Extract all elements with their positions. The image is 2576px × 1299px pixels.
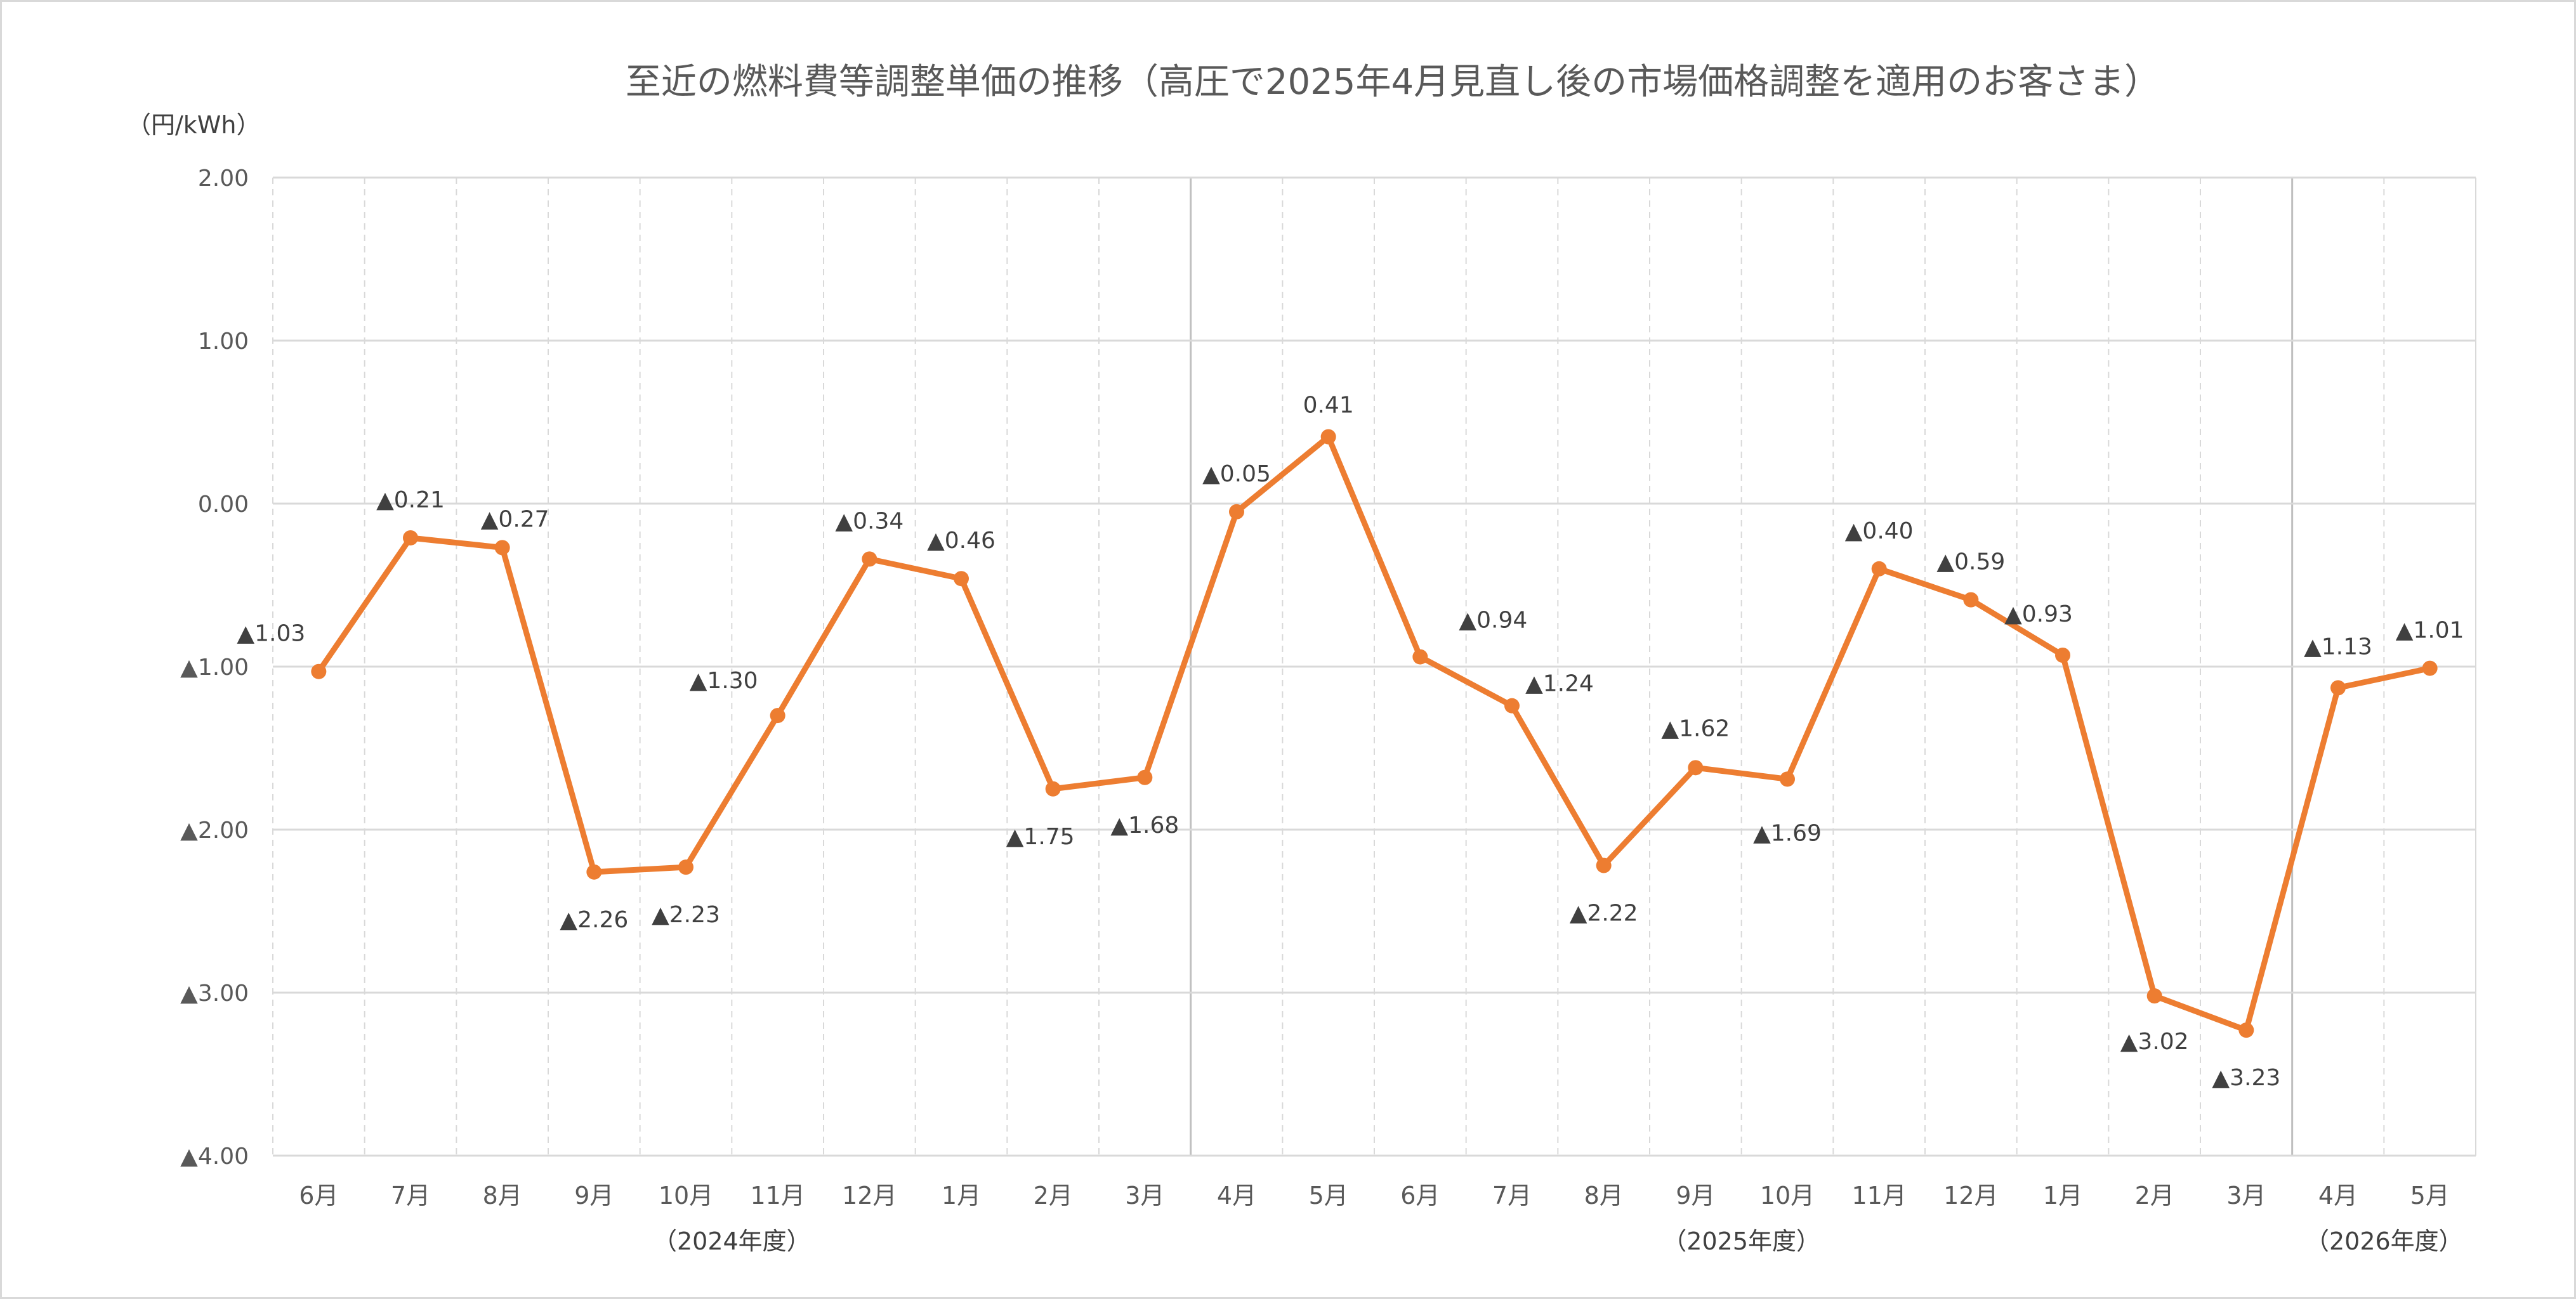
data-point bbox=[1229, 504, 1244, 519]
x-tick-label: 5月 bbox=[2410, 1182, 2450, 1210]
y-tick-label: 0.00 bbox=[198, 492, 249, 518]
data-label: ▲0.05 bbox=[1202, 461, 1271, 487]
data-point bbox=[1412, 649, 1428, 665]
data-label: ▲1.01 bbox=[2396, 618, 2464, 644]
data-label: ▲1.24 bbox=[1525, 671, 1594, 697]
data-label: ▲0.46 bbox=[927, 528, 996, 554]
data-label: ▲0.21 bbox=[376, 487, 445, 513]
data-label: ▲3.23 bbox=[2212, 1065, 2280, 1091]
data-point bbox=[311, 663, 327, 679]
data-point bbox=[586, 864, 602, 880]
data-point bbox=[2146, 988, 2162, 1004]
fiscal-year-label: （2024年度） bbox=[653, 1227, 811, 1255]
data-point bbox=[1780, 771, 1795, 787]
x-tick-label: 10月 bbox=[659, 1182, 713, 1210]
x-tick-label: 11月 bbox=[1851, 1182, 1906, 1210]
data-label: ▲0.93 bbox=[2004, 601, 2073, 627]
y-tick-label: ▲1.00 bbox=[180, 655, 249, 681]
x-tick-label: 7月 bbox=[1492, 1182, 1532, 1210]
data-label: ▲1.30 bbox=[690, 668, 758, 694]
data-label: ▲1.13 bbox=[2304, 634, 2372, 660]
y-tick-label: ▲3.00 bbox=[180, 981, 249, 1007]
data-point bbox=[1504, 698, 1520, 714]
data-label: ▲2.22 bbox=[1570, 901, 1638, 927]
data-point bbox=[1320, 429, 1336, 445]
x-tick-label: 2月 bbox=[1034, 1182, 1073, 1210]
data-label: ▲1.68 bbox=[1110, 813, 1179, 839]
y-tick-label: ▲2.00 bbox=[180, 818, 249, 844]
y-unit-label: （円/kWh） bbox=[127, 111, 260, 139]
x-tick-label: 8月 bbox=[483, 1182, 522, 1210]
data-label: ▲0.34 bbox=[835, 508, 904, 534]
data-point bbox=[2422, 660, 2438, 676]
data-point bbox=[2238, 1022, 2254, 1038]
data-label: ▲1.62 bbox=[1661, 715, 1730, 741]
x-tick-label: 7月 bbox=[391, 1182, 430, 1210]
data-point bbox=[1871, 561, 1887, 577]
x-tick-label: 8月 bbox=[1584, 1182, 1624, 1210]
data-point bbox=[403, 530, 418, 545]
data-label: ▲3.02 bbox=[2120, 1029, 2189, 1055]
x-tick-label: 3月 bbox=[2226, 1182, 2266, 1210]
data-point bbox=[770, 708, 785, 724]
x-tick-label: 2月 bbox=[2135, 1182, 2174, 1210]
fiscal-year-label: （2025年度） bbox=[1662, 1227, 1820, 1255]
x-tick-label: 9月 bbox=[1676, 1182, 1715, 1210]
data-label: ▲1.75 bbox=[1006, 824, 1075, 850]
data-label: ▲0.27 bbox=[481, 506, 549, 532]
x-tick-label: 6月 bbox=[1400, 1182, 1440, 1210]
x-tick-label: 1月 bbox=[942, 1182, 981, 1210]
data-point bbox=[862, 551, 877, 567]
data-label: ▲1.69 bbox=[1753, 820, 1822, 846]
data-point bbox=[1137, 769, 1153, 785]
x-tick-label: 11月 bbox=[750, 1182, 805, 1210]
data-point bbox=[1045, 781, 1061, 797]
data-point bbox=[1963, 592, 1979, 608]
x-tick-label: 5月 bbox=[1309, 1182, 1348, 1210]
y-tick-label: 2.00 bbox=[198, 166, 249, 192]
data-point bbox=[1688, 760, 1704, 776]
data-label: 0.41 bbox=[1303, 393, 1354, 419]
data-point bbox=[678, 859, 693, 875]
data-label: ▲2.23 bbox=[652, 902, 720, 928]
x-tick-label: 12月 bbox=[1943, 1182, 1998, 1210]
x-tick-label: 4月 bbox=[1217, 1182, 1256, 1210]
data-point bbox=[1596, 858, 1612, 873]
data-label: ▲2.26 bbox=[560, 907, 628, 933]
fiscal-year-label: （2026年度） bbox=[2305, 1227, 2463, 1255]
data-point bbox=[2055, 648, 2070, 663]
chart-title: 至近の燃料費等調整単価の推移（高圧で2025年4月見直し後の市場価格調整を適用の… bbox=[626, 62, 2160, 103]
x-tick-label: 9月 bbox=[574, 1182, 614, 1210]
data-point bbox=[2330, 680, 2346, 696]
x-tick-label: 1月 bbox=[2043, 1182, 2082, 1210]
data-label: ▲0.40 bbox=[1845, 518, 1914, 544]
data-label: ▲1.03 bbox=[237, 621, 305, 647]
x-tick-label: 12月 bbox=[842, 1182, 897, 1210]
series-line bbox=[315, 434, 2433, 1033]
x-tick-label: 6月 bbox=[299, 1182, 338, 1210]
data-point bbox=[954, 571, 969, 587]
y-tick-label: 1.00 bbox=[198, 329, 249, 355]
x-tick-label: 4月 bbox=[2318, 1182, 2358, 1210]
x-tick-label: 3月 bbox=[1125, 1182, 1164, 1210]
x-tick-label: 10月 bbox=[1760, 1182, 1815, 1210]
data-label: ▲0.94 bbox=[1459, 608, 1527, 634]
y-tick-label: ▲4.00 bbox=[180, 1144, 249, 1170]
data-point bbox=[494, 540, 510, 556]
data-label: ▲0.59 bbox=[1936, 549, 2005, 575]
